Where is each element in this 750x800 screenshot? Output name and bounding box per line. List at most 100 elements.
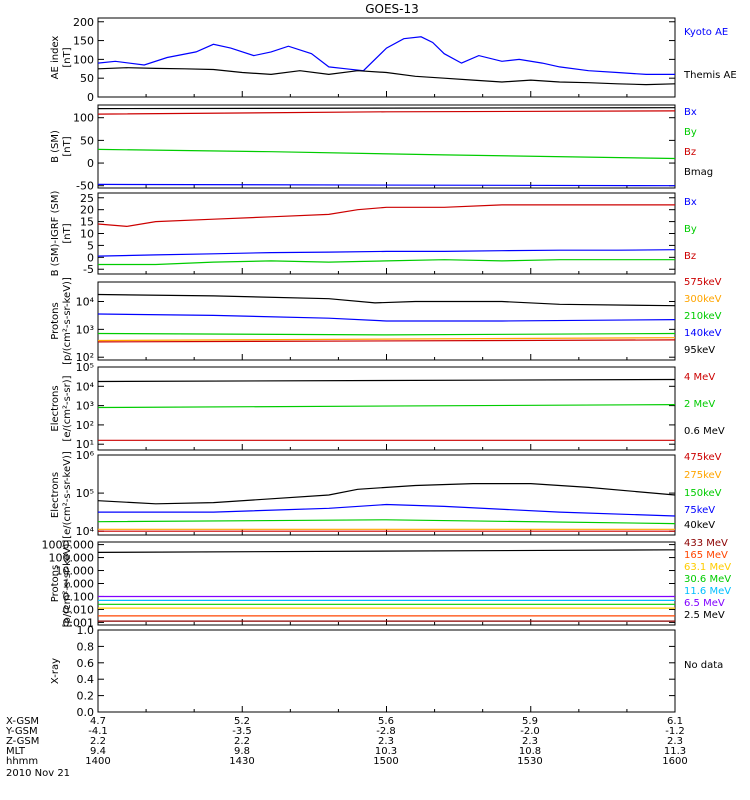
ephemeris-value: 5.9 (522, 716, 538, 727)
ephemeris-row-label: hhmm (6, 756, 38, 767)
panel-frame (97, 629, 676, 713)
y-tick-label: 10³ (76, 323, 94, 336)
legend-label: 433 MeV (684, 538, 728, 549)
figure-title: GOES-13 (365, 2, 419, 16)
panel-frame (97, 17, 676, 98)
y-axis-label: AE index (50, 36, 61, 80)
y-tick-label: 1.000 (63, 578, 95, 591)
y-tick-label: -5 (83, 263, 94, 276)
y-tick-label: 0 (87, 251, 94, 264)
legend-label: Bx (684, 197, 697, 208)
y-tick-label: -50 (76, 180, 94, 193)
y-tick-label: 150 (73, 35, 94, 48)
y-axis-label: [nT] (62, 223, 73, 243)
y-tick-label: 10⁴ (76, 525, 95, 538)
series-line-40kev (97, 483, 676, 505)
y-tick-label: 10³ (76, 400, 94, 413)
legend-label: 6.5 MeV (684, 598, 725, 609)
legend-label: 2 MeV (684, 399, 715, 410)
series-line-kyoto-ae (97, 36, 675, 76)
legend-label: Bx (684, 107, 697, 118)
legend-label: 210keV (684, 311, 722, 322)
ephemeris-value: 2.3 (667, 736, 683, 747)
y-axis-label: X-ray (50, 658, 61, 684)
legend-label: 150keV (684, 488, 722, 499)
legend-label: 4 MeV (684, 372, 715, 383)
y-axis-label: [e/(cm²-s-sr)] (62, 375, 73, 441)
legend-label: Kyoto AE (684, 27, 728, 38)
y-tick-label: 10⁵ (76, 487, 94, 500)
legend-label: 2.5 MeV (684, 610, 725, 621)
legend-label: 11.6 MeV (684, 586, 731, 597)
panel-2: -50 0 50 100 B (SM) [nT] Bx By Bz Bmag (50, 104, 713, 193)
ephemeris-value: -2.0 (520, 726, 540, 737)
series-line-150kev (97, 519, 676, 525)
ephemeris-value: -3.5 (232, 726, 252, 737)
y-tick-label: 25 (80, 192, 94, 205)
series-line-2-mev (97, 404, 676, 409)
y-axis-label: [nT] (62, 136, 73, 156)
y-tick-label: 100.000 (49, 552, 95, 565)
y-tick-label: 10⁴ (76, 296, 95, 309)
series-line-0-6-mev (97, 378, 676, 383)
legend-label: 0.6 MeV (684, 426, 725, 437)
ephemeris-value: 9.8 (234, 746, 250, 757)
ephemeris-value: 5.6 (378, 716, 394, 727)
series-line-300kev (97, 337, 676, 342)
panel-frame (97, 104, 676, 189)
series-line-bz (97, 110, 676, 115)
legend-label: Bmag (684, 167, 713, 178)
legend-label: By (684, 224, 697, 235)
panel-7: 0.0010.0100.1001.00010.000100.0001000.00… (42, 538, 732, 629)
legend-label: 275keV (684, 470, 722, 481)
ephemeris-row-label: Z-GSM (6, 736, 39, 747)
y-tick-label: 200 (73, 16, 94, 29)
series-line-by (98, 259, 675, 266)
ephemeris-value: 2.2 (234, 736, 250, 747)
y-tick-label: 0 (87, 157, 94, 170)
panel-5: 10¹ 10² 10³ 10⁴ 10⁵ Electrons [e/(cm²-s-sr)] 4 … (50, 361, 725, 451)
y-axis-label: B (SM) (50, 130, 61, 163)
ephemeris-value: -1.2 (665, 726, 685, 737)
legend-label: 63.1 MeV (684, 562, 731, 573)
ephemeris-value: 11.3 (664, 746, 686, 757)
legend-label: 95keV (684, 345, 715, 356)
y-axis-label: [p/(cm²-s-sr-keV)] (62, 540, 73, 628)
y-axis-label: [p/(cm²-s-sr-keV)] (62, 277, 73, 365)
y-tick-label: 1.0 (77, 624, 95, 637)
series-line-by (97, 148, 676, 160)
y-tick-label: 0.001 (63, 616, 95, 629)
series-line-bx (97, 183, 676, 187)
y-tick-label: 0.8 (77, 640, 95, 653)
legend-label: 165 MeV (684, 550, 728, 561)
ephemeris-value: 1500 (373, 756, 398, 767)
ephemeris-value: -2.8 (376, 726, 396, 737)
ephemeris-value: 1400 (85, 756, 110, 767)
legend-label: 140keV (684, 328, 722, 339)
ephemeris-value: 1600 (662, 756, 687, 767)
legend-label: 30.6 MeV (684, 574, 731, 585)
series-line-bx (97, 249, 676, 257)
ephemeris-value: 10.3 (375, 746, 397, 757)
legend-label: 300keV (684, 294, 722, 305)
ephemeris-value: 1530 (517, 756, 542, 767)
y-tick-label: 50 (80, 134, 94, 147)
ephemeris-value: 6.1 (667, 716, 683, 727)
y-tick-label: 100 (73, 53, 94, 66)
ephemeris-value: 2.2 (90, 736, 106, 747)
panel-1: 0 50 100 150 200 AE index [nT] Kyoto AE Themis A… (50, 16, 737, 104)
ephemeris-row-label: Y-GSM (5, 726, 38, 737)
y-tick-label: 50 (80, 72, 94, 85)
series-line-140kev (97, 313, 676, 322)
y-axis-label: Protons (50, 302, 61, 339)
legend-label: 475keV (684, 452, 722, 463)
series-line-95kev (97, 293, 676, 307)
y-tick-label: 10¹ (76, 438, 94, 451)
legend-label: 75keV (684, 505, 715, 516)
legend-label: Themis AE (683, 70, 737, 81)
panel-frame (97, 541, 676, 626)
legend-label: 575keV (684, 277, 722, 288)
y-tick-label: 10 (80, 228, 94, 241)
ephemeris-row-label: MLT (6, 746, 26, 757)
